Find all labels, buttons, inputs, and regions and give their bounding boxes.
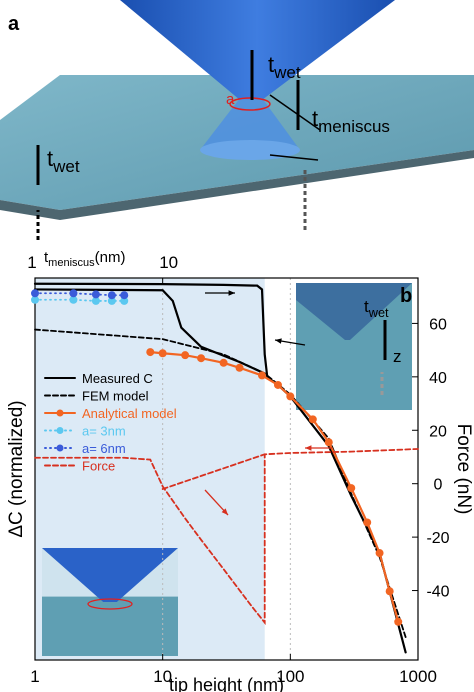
y2-tick-label: 20 [429, 423, 447, 440]
annotation: twet [268, 52, 301, 82]
series-marker [235, 363, 244, 372]
legend-marker [56, 444, 64, 452]
annotation: twet [47, 146, 80, 176]
series-marker [69, 295, 78, 304]
series-marker [347, 484, 356, 493]
plot-frame [34, 277, 419, 661]
legend-label: Analytical model [82, 406, 177, 421]
series-marker [120, 296, 129, 305]
arrow-head [275, 338, 282, 344]
series-marker [363, 518, 372, 527]
legend-label: a= 6nm [82, 441, 126, 456]
annotation-text: t [312, 106, 318, 131]
series-marker [91, 290, 100, 299]
series-marker [120, 291, 129, 300]
annotation-text: t [47, 146, 53, 171]
series-marker [197, 354, 206, 363]
legend-label: Measured C [82, 371, 153, 386]
x-axis-title: tip height (nm) [169, 675, 284, 692]
y2-axis-title: Force (nN) [453, 424, 474, 515]
series-marker [31, 295, 39, 304]
y-axis-title: ΔC (normalized) [6, 400, 27, 537]
contact-ring [87, 598, 133, 610]
annotation-sub: wet [273, 63, 301, 82]
series-marker [69, 289, 78, 298]
x2-tick-label: 1 [27, 253, 36, 272]
series-marker [91, 296, 100, 305]
axis-title-text: t [44, 249, 49, 266]
x-tick-label: 100 [276, 667, 304, 686]
guide [269, 154, 319, 161]
series-marker [273, 380, 282, 389]
annotation-sub: meniscus [318, 117, 390, 136]
y2-tick-label: -40 [426, 584, 449, 601]
inset-tip [296, 283, 412, 340]
series-marker [146, 348, 155, 357]
series-marker [308, 415, 317, 424]
series-marker [258, 371, 267, 380]
series-line [149, 351, 400, 623]
arrow-head [228, 290, 235, 296]
series-marker [31, 289, 39, 298]
arrow-head [221, 508, 228, 515]
illustration: twet tmeniscus a twet a [0, 0, 474, 240]
series-marker [181, 351, 190, 360]
annotation-sub: wet [52, 157, 80, 176]
series-marker [324, 438, 333, 447]
arrow-head [305, 445, 312, 451]
slab-edge [0, 150, 474, 220]
y2-tick-label: -20 [426, 530, 449, 547]
guide [269, 94, 321, 131]
tip-cone [120, 0, 395, 100]
y2-tick-label: 40 [429, 370, 447, 387]
series-marker [286, 392, 295, 401]
annotation: a [226, 91, 235, 108]
series-marker [219, 358, 228, 367]
series-marker [385, 587, 394, 596]
annotation-text: t [364, 297, 369, 316]
x-tick-label: 1000 [399, 667, 437, 686]
x-tick-label: 10 [153, 667, 172, 686]
x-tick-label: 1 [30, 667, 39, 686]
contact-ring [229, 97, 271, 111]
inset-tip [42, 548, 178, 602]
legend-marker [56, 427, 64, 434]
axis-title-suffix: (nm) [95, 249, 126, 266]
x2-axis-title: tmeniscus(nm) [44, 249, 125, 269]
y2-tick-label: 0 [434, 477, 443, 494]
axis-title-sub: meniscus [48, 257, 95, 269]
series-marker [107, 291, 116, 300]
series-marker [107, 296, 116, 305]
annotation: twet [364, 297, 389, 320]
annotation-sub: wet [368, 305, 389, 320]
panel-label: a [8, 13, 20, 35]
y2-tick-label: 60 [429, 316, 447, 333]
annotation-text: z [393, 347, 402, 366]
series-marker [375, 549, 384, 558]
series-line [161, 453, 266, 490]
annotation-text: t [268, 52, 274, 77]
legend-label: Force [82, 459, 115, 474]
series-line [34, 448, 419, 626]
x2-tick-label: 10 [159, 253, 178, 272]
legend-label: a= 3nm [82, 424, 126, 439]
legend-marker [56, 409, 64, 417]
panel-label: b [400, 285, 412, 307]
meniscus [200, 98, 300, 150]
annotation: z [393, 347, 402, 366]
annotation: tmeniscus [312, 106, 390, 136]
series-marker [394, 617, 403, 626]
legend-label: FEM model [82, 389, 149, 404]
series-marker [158, 349, 167, 358]
